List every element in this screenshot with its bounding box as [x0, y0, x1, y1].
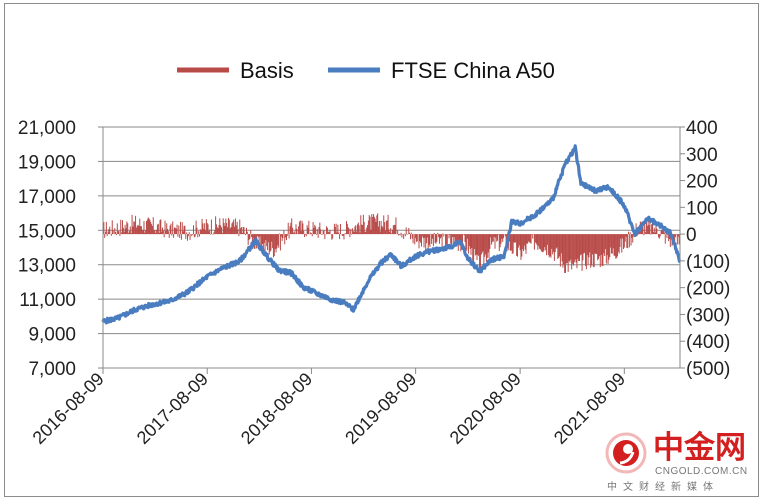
right-tick-label: (300)	[686, 305, 730, 326]
left-tick-label: 13,000	[18, 256, 76, 277]
x-tick-label: 2018-08-09	[237, 369, 316, 448]
left-tick-label: 9,000	[28, 325, 76, 346]
right-tick-label: 100	[686, 198, 718, 219]
right-axis-ticks: 400 300 200 100 0 (100) (200) (300) (400) (500)	[680, 118, 730, 380]
gridlines	[103, 126, 680, 369]
watermark: 中金网 CNGOLD.COM.CN 中文财经新媒体	[605, 430, 748, 493]
x-tick-label: 2020-08-09	[446, 369, 525, 448]
watermark-brand: 中金网	[653, 430, 746, 466]
right-tick-label: 0	[686, 225, 697, 246]
x-tick-label: 2019-08-09	[341, 369, 420, 448]
right-tick-label: (400)	[686, 332, 730, 353]
x-axis-ticks: 2016-08-09 2017-08-09 2018-08-09 2019-08-09…	[29, 368, 629, 448]
right-tick-label: (100)	[686, 252, 730, 273]
legend: Basis FTSE China A50	[177, 58, 555, 83]
left-tick-label: 21,000	[18, 118, 76, 139]
right-tick-label: 200	[686, 172, 718, 193]
ftse-a50-line	[101, 144, 682, 325]
left-tick-label: 11,000	[19, 290, 76, 311]
ftse-a50-series	[101, 144, 682, 325]
left-tick-label: 15,000	[18, 221, 76, 242]
right-tick-label: 400	[686, 118, 718, 139]
legend-label-ftse-a50: FTSE China A50	[391, 58, 555, 83]
left-tick-label: 19,000	[18, 152, 76, 173]
basis-series	[102, 213, 681, 274]
right-tick-label: 300	[686, 145, 718, 166]
watermark-subtitle: 中文财经新媒体	[607, 480, 719, 493]
right-tick-label: (200)	[686, 279, 730, 300]
legend-label-basis: Basis	[240, 58, 294, 83]
left-axis-ticks: 7,000 9,000 11,000 13,000 15,000 17,000 19,000…	[18, 118, 103, 380]
cngold-logo-icon	[605, 432, 647, 474]
x-tick-label: 2016-08-09	[29, 369, 108, 448]
right-tick-label: (500)	[686, 359, 730, 380]
chart-frame	[4, 3, 759, 497]
watermark-url: CNGOLD.COM.CN	[655, 466, 748, 477]
left-tick-label: 17,000	[18, 187, 76, 208]
x-tick-label: 2017-08-09	[133, 369, 212, 448]
axes	[102, 127, 681, 368]
left-tick-label: 7,000	[28, 359, 76, 380]
